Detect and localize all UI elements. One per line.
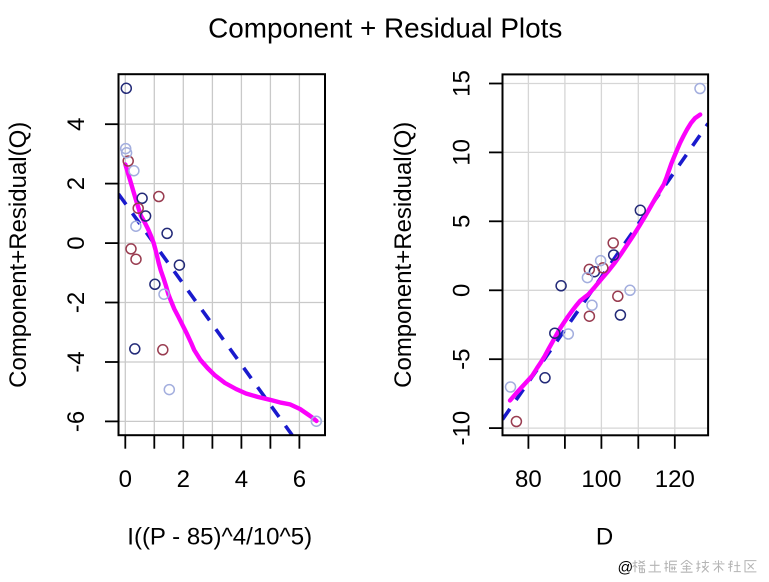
svg-text:4: 4 — [235, 466, 248, 493]
svg-text:5: 5 — [448, 215, 475, 228]
svg-text:-6: -6 — [63, 411, 90, 432]
svg-text:Component+Residual(Q): Component+Residual(Q) — [390, 122, 417, 388]
svg-text:-4: -4 — [63, 351, 90, 372]
svg-text:0: 0 — [63, 236, 90, 249]
svg-text:2: 2 — [177, 466, 190, 493]
svg-text:-2: -2 — [63, 292, 90, 313]
svg-text:120: 120 — [655, 466, 695, 493]
svg-text:80: 80 — [515, 466, 542, 493]
svg-text:-10: -10 — [448, 411, 475, 446]
svg-text:4: 4 — [63, 118, 90, 131]
svg-text:100: 100 — [581, 466, 621, 493]
svg-text:I((P - 85)^4/10^5): I((P - 85)^4/10^5) — [127, 524, 312, 551]
svg-text:@: @ — [618, 560, 634, 577]
svg-text:10: 10 — [448, 139, 475, 166]
svg-text:6: 6 — [293, 466, 306, 493]
svg-text:2: 2 — [63, 177, 90, 190]
svg-text:Component + Residual Plots: Component + Residual Plots — [208, 12, 562, 43]
svg-text:-5: -5 — [448, 349, 475, 370]
svg-text:0: 0 — [448, 284, 475, 297]
svg-text:15: 15 — [448, 70, 475, 97]
svg-text:0: 0 — [119, 466, 132, 493]
svg-text:D: D — [596, 524, 613, 551]
svg-text:Component+Residual(Q): Component+Residual(Q) — [5, 122, 32, 388]
